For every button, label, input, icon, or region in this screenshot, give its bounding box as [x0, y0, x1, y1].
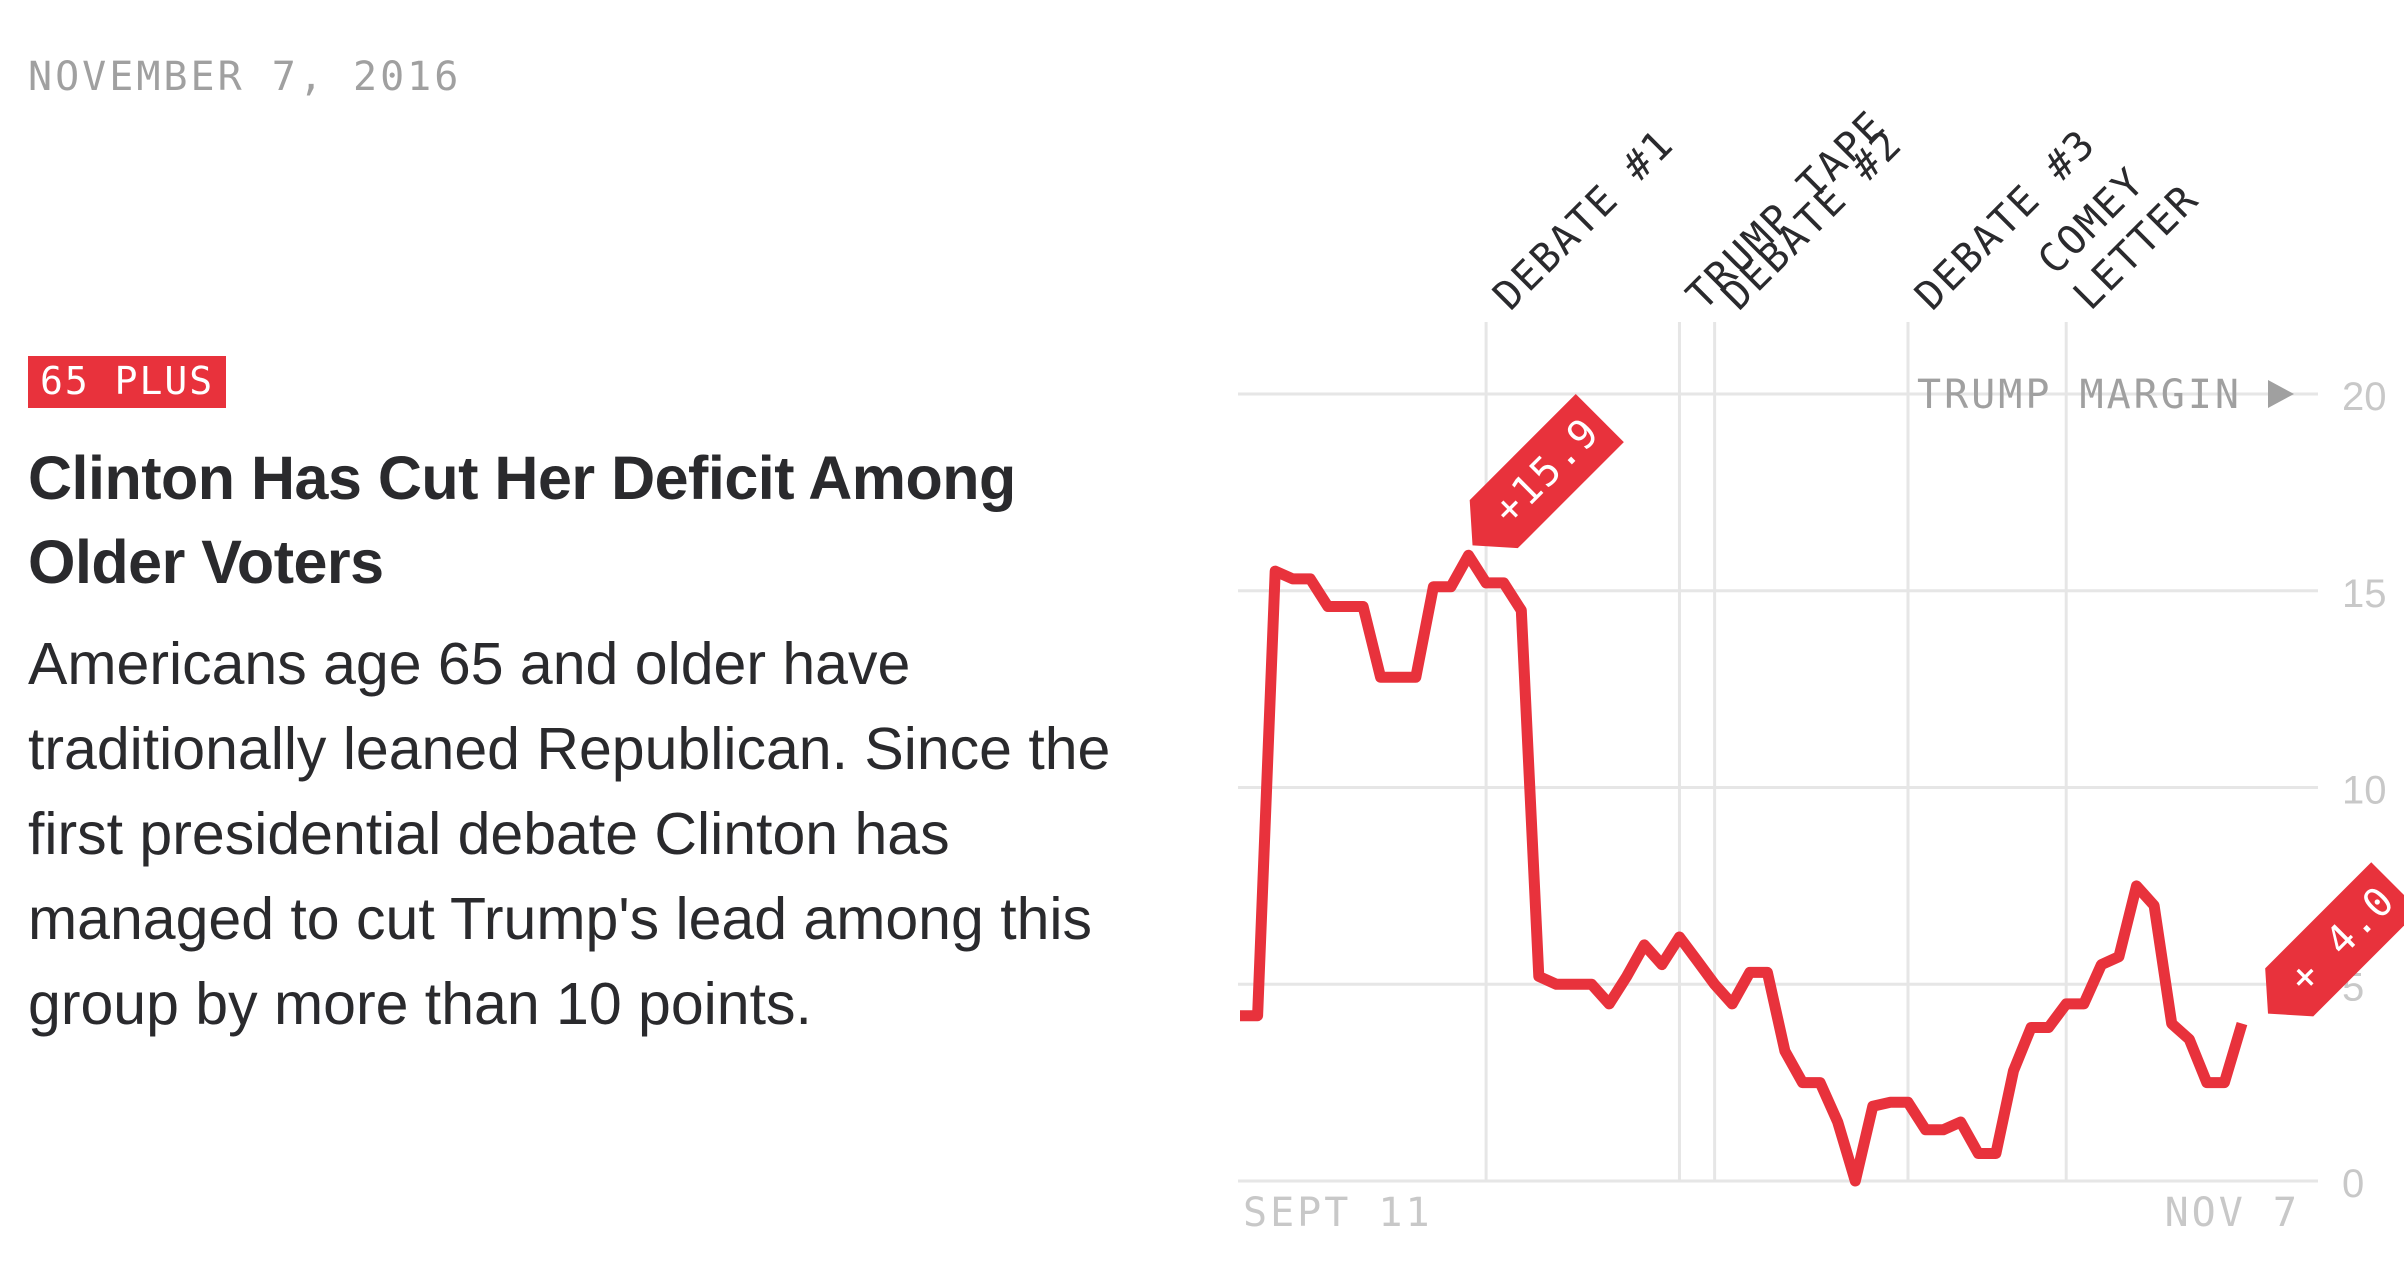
y-tick-label: 15 [2342, 572, 2387, 616]
event-label: DEBATE #2 [1713, 121, 1912, 320]
value-flag: +15.9 [1469, 394, 1624, 549]
grid-layer [1238, 392, 2318, 1183]
category-badge: 65 PLUS [28, 356, 227, 408]
value-flag: + 4.0 [2265, 862, 2404, 1017]
value-flag-shape [2265, 862, 2404, 1017]
description: Americans age 65 and older have traditio… [28, 631, 1111, 1037]
event-label-text: DEBATE #1 [1485, 121, 1684, 320]
date-label: NOVEMBER 7, 2016 [28, 54, 462, 100]
event-label-text: DEBATE #2 [1713, 121, 1912, 320]
annotations: +15.9 + 4.0 [1469, 394, 2404, 1017]
event-label: DEBATE #1 [1485, 121, 1684, 320]
headline: Clinton Has Cut Her Deficit Among Older … [28, 444, 1016, 596]
y-tick-label: 10 [2342, 769, 2387, 813]
y-axis-title: TRUMP MARGIN [1917, 372, 2242, 418]
play-arrow-icon [2268, 380, 2294, 408]
x-end-label: NOV 7 [2165, 1190, 2300, 1236]
series-line [1240, 549, 2248, 1187]
y-tick-label: 20 [2342, 375, 2387, 419]
event-label-text: TRUMP TAPE [1678, 102, 1895, 319]
x-start-label: SEPT 11 [1243, 1190, 1433, 1236]
series-layer [1240, 549, 2248, 1187]
y-tick-label: 0 [2342, 1162, 2364, 1206]
value-flag-shape [1469, 394, 1624, 549]
event-lines [1484, 322, 2068, 1181]
event-label: TRUMP TAPE [1678, 102, 1895, 319]
